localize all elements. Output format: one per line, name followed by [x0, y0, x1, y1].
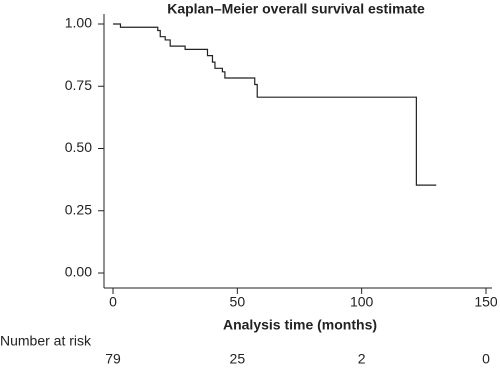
y-tick-label: 1.00: [65, 15, 92, 31]
risk-count: 0: [482, 351, 490, 367]
y-tick-label: 0.75: [65, 77, 92, 93]
x-tick-label: 100: [350, 294, 374, 310]
risk-count: 79: [105, 351, 121, 367]
x-tick-label: 150: [474, 294, 498, 310]
x-axis-label: Analysis time (months): [223, 317, 377, 333]
y-tick-label: 0.00: [65, 264, 92, 280]
risk-label: Number at risk: [0, 333, 92, 349]
y-tick-label: 0.25: [65, 201, 92, 217]
risk-count: 25: [230, 351, 246, 367]
survival-curve: [113, 23, 437, 186]
risk-count: 2: [358, 351, 366, 367]
chart-title: Kaplan–Meier overall survival estimate: [167, 1, 425, 17]
y-tick-label: 0.50: [65, 139, 92, 155]
x-tick-label: 50: [230, 294, 246, 310]
x-tick-label: 0: [109, 294, 117, 310]
